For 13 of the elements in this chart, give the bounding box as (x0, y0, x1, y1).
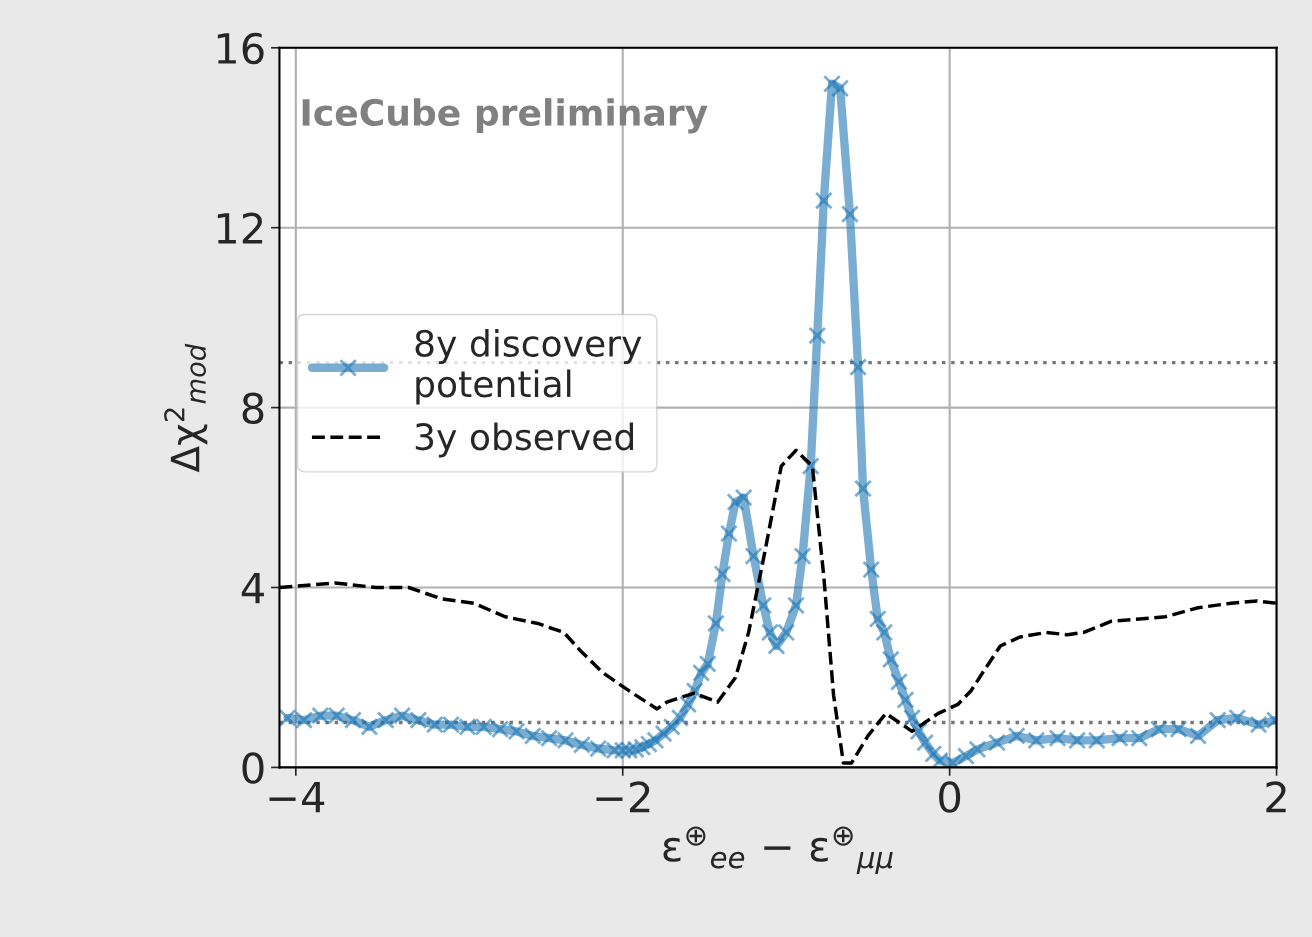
legend-label: 3y observed (415, 422, 634, 458)
x-tick-label: 2 (1266, 781, 1286, 813)
y-axis-title: Δχ$^{2}$$_{mod}$ (164, 343, 208, 473)
x-tick-label: −2 (596, 781, 650, 813)
y-tick-label: 16 (217, 32, 264, 65)
y-tick-label: 8 (242, 392, 264, 425)
x-tick-label: −4 (269, 781, 325, 813)
x-tick-label: 0 (939, 781, 961, 813)
y-tick-label: 12 (217, 212, 263, 244)
y-tick-label: 0 (242, 752, 264, 784)
legend-label: 8y discovery potential (415, 329, 642, 405)
y-tick-label: 4 (241, 572, 264, 604)
x-axis-title: ε$^{⊕}$$_{ee}$ − ε$^{⊕}$$_{μμ}$ (663, 826, 893, 875)
